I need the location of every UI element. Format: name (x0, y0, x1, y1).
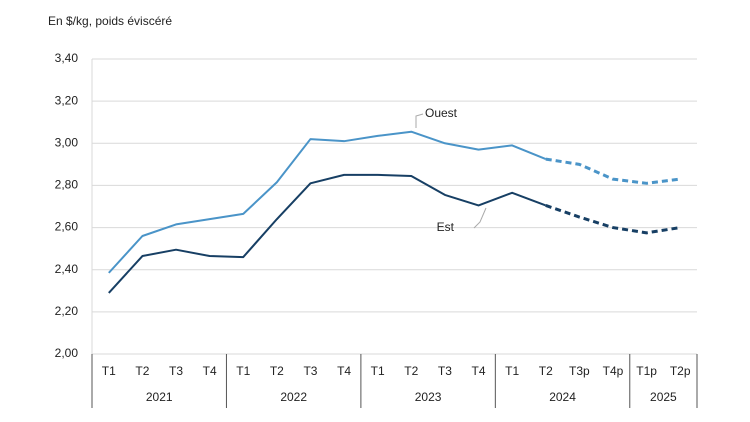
y-tick-label: 2,40 (55, 262, 79, 276)
series-label: Est (437, 220, 455, 234)
x-tick-label: T4 (472, 364, 486, 378)
series-line-forecast (545, 157, 681, 185)
x-tick-label: T4p (603, 364, 624, 378)
y-tick-label: 3,00 (55, 135, 79, 149)
x-tick-label: T2p (670, 364, 691, 378)
leader-line (415, 113, 424, 128)
x-group-label: 2022 (280, 390, 307, 404)
series-line (108, 130, 547, 274)
x-tick-label: T4 (203, 364, 217, 378)
x-tick-label: T1p (636, 364, 657, 378)
y-axis-title: En $/kg, poids éviscéré (48, 14, 172, 28)
y-tick-label: 3,20 (55, 93, 79, 107)
x-tick-label: T1 (102, 364, 116, 378)
x-group-label: 2023 (415, 390, 442, 404)
x-tick-label: T2 (539, 364, 553, 378)
x-group-label: 2025 (650, 390, 677, 404)
x-tick-label: T2 (404, 364, 418, 378)
x-tick-label: T3 (303, 364, 317, 378)
x-group-label: 2021 (146, 390, 173, 404)
x-tick-label: T3p (569, 364, 590, 378)
x-group-label: 2024 (549, 390, 576, 404)
y-tick-label: 2,60 (55, 220, 79, 234)
leader-line (473, 207, 487, 229)
y-tick-label: 3,40 (55, 51, 79, 65)
x-tick-label: T2 (270, 364, 284, 378)
series-label: Ouest (425, 106, 458, 120)
series-line-forecast (545, 204, 681, 235)
series-line (108, 173, 547, 294)
x-tick-label: T2 (135, 364, 149, 378)
x-tick-label: T3 (438, 364, 452, 378)
x-tick-label: T1 (371, 364, 385, 378)
x-tick-label: T1 (505, 364, 519, 378)
x-tick-label: T1 (236, 364, 250, 378)
y-tick-label: 2,20 (55, 304, 79, 318)
y-tick-label: 2,80 (55, 178, 79, 192)
x-tick-label: T3 (169, 364, 183, 378)
x-tick-label: T4 (337, 364, 351, 378)
y-tick-label: 2,00 (55, 346, 79, 360)
